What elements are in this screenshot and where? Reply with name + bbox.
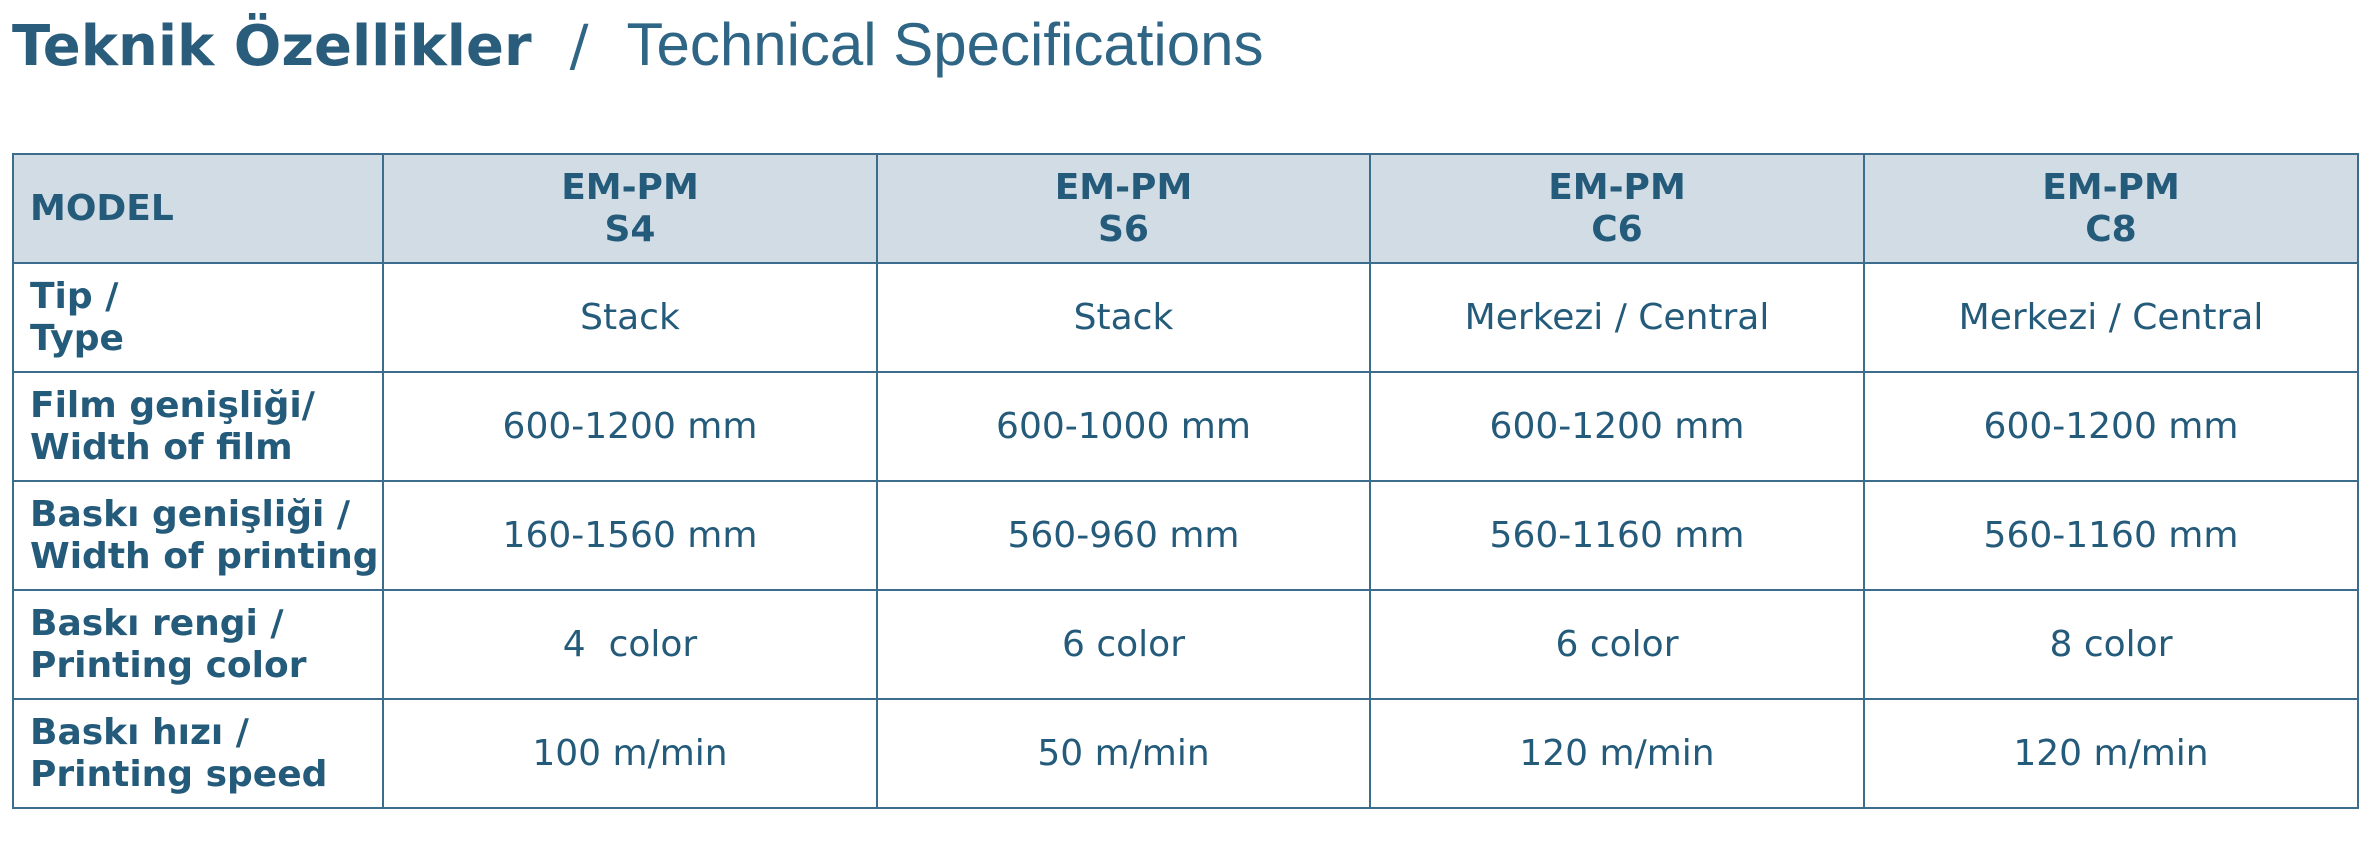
table-cell: 8 color xyxy=(1863,589,2359,700)
cell-line: Film genişliği/ xyxy=(30,384,315,426)
page-title: Teknik Özellikler / Technical Specificatio… xyxy=(12,10,1263,82)
table-cell: 600-1200 mm xyxy=(1369,371,1865,482)
table-row: Baskı hızı / Printing speed 100 m/min 50 m/… xyxy=(12,698,2359,809)
table-cell: 600-1000 mm xyxy=(876,371,1371,482)
cell-line: Tip / xyxy=(30,275,119,317)
cell-line: S6 xyxy=(1098,208,1149,250)
cell-line: EM-PM xyxy=(561,166,699,208)
cell-line: C8 xyxy=(2085,208,2137,250)
row-label: Baskı genişliği / Width of printing xyxy=(12,480,384,591)
row-label: Baskı rengi / Printing color xyxy=(12,589,384,700)
cell-line: Baskı rengi / xyxy=(30,602,284,644)
column-header: EM-PM C6 xyxy=(1369,153,1865,264)
column-header: MODEL xyxy=(12,153,384,264)
table-row: Baskı genişliği / Width of printing 160-15… xyxy=(12,480,2359,591)
cell-line: EM-PM xyxy=(2042,166,2180,208)
row-label: Baskı hızı / Printing speed xyxy=(12,698,384,809)
column-header: EM-PM S6 xyxy=(876,153,1371,264)
table-cell: 50 m/min xyxy=(876,698,1371,809)
table-row: Film genişliği/Width of film 600-1200 mm 6… xyxy=(12,371,2359,482)
table-cell: 100 m/min xyxy=(382,698,878,809)
cell-line: Width of printing xyxy=(30,535,379,577)
table-cell: 4 color xyxy=(382,589,878,700)
cell-line: Width of film xyxy=(30,426,293,468)
column-header: EM-PM S4 xyxy=(382,153,878,264)
column-header: EM-PM C8 xyxy=(1863,153,2359,264)
spec-table: MODEL EM-PM S4 EM-PM S6 EM-PM C6 EM-PM C8 Tip / Ty… xyxy=(12,153,2359,809)
cell-line: EM-PM xyxy=(1548,166,1686,208)
cell-line: Printing speed xyxy=(30,753,328,795)
header-row: MODEL EM-PM S4 EM-PM S6 EM-PM C6 EM-PM C8 xyxy=(12,153,2359,264)
table-cell: Stack xyxy=(876,262,1371,373)
table-cell: 6 color xyxy=(876,589,1371,700)
title-en: Technical Specifications xyxy=(626,11,1264,78)
table-cell: 6 color xyxy=(1369,589,1865,700)
cell-line: C6 xyxy=(1591,208,1643,250)
table-cell: 560-1160 mm xyxy=(1863,480,2359,591)
cell-line: Printing color xyxy=(30,644,307,686)
cell-line: Baskı hızı / xyxy=(30,711,249,753)
table-cell: 120 m/min xyxy=(1369,698,1865,809)
table-cell: Stack xyxy=(382,262,878,373)
table-cell: 600-1200 mm xyxy=(1863,371,2359,482)
table-row: Baskı rengi / Printing color 4 color 6 colo… xyxy=(12,589,2359,700)
title-tr: Teknik Özellikler xyxy=(12,14,532,79)
table-cell: 600-1200 mm xyxy=(382,371,878,482)
cell-line: EM-PM xyxy=(1054,166,1193,208)
row-label: Tip / Type xyxy=(12,262,384,373)
cell-line: Baskı genişliği / xyxy=(30,493,351,535)
table-cell: 120 m/min xyxy=(1863,698,2359,809)
table-cell: 160-1560 mm xyxy=(382,480,878,591)
table-cell: Merkezi / Central xyxy=(1863,262,2359,373)
cell-line: MODEL xyxy=(30,187,174,229)
title-separator: / xyxy=(569,14,589,79)
cell-line: S4 xyxy=(604,208,656,250)
row-label: Film genişliği/Width of film xyxy=(12,371,384,482)
table-cell: 560-960 mm xyxy=(876,480,1371,591)
cell-line: Type xyxy=(30,317,124,359)
table-body: MODEL EM-PM S4 EM-PM S6 EM-PM C6 EM-PM C8 Tip / Ty… xyxy=(12,153,2359,809)
table-row: Tip / Type Stack Stack Merkezi / Central Merk… xyxy=(12,262,2359,373)
table-cell: 560-1160 mm xyxy=(1369,480,1865,591)
table-cell: Merkezi / Central xyxy=(1369,262,1865,373)
